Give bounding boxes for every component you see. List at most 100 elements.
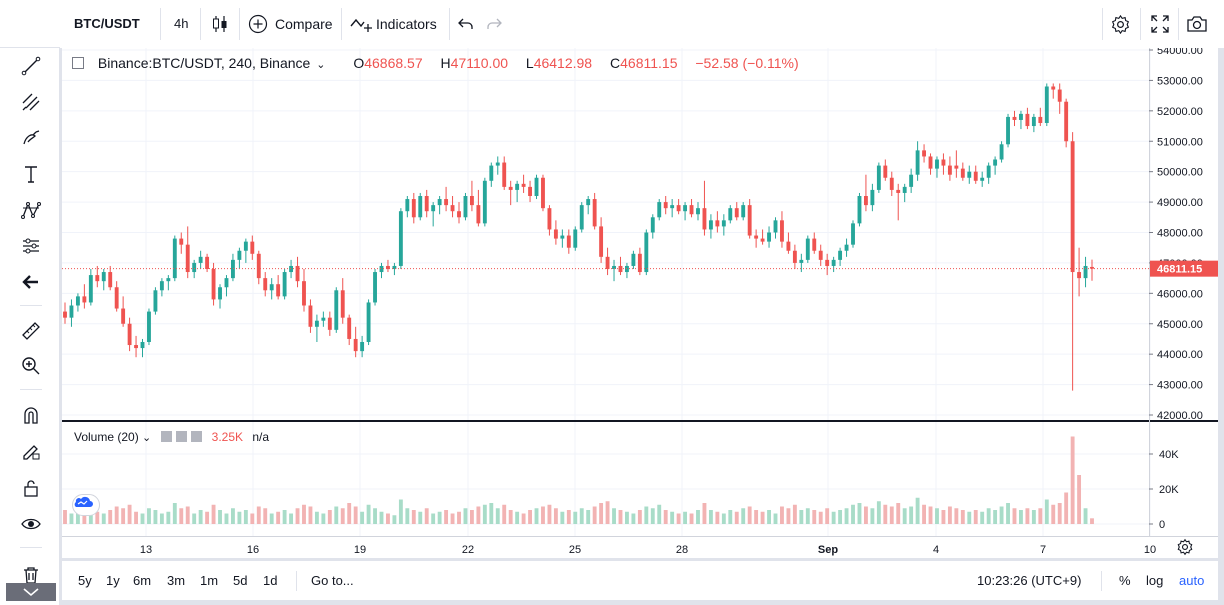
timezone-clock[interactable]: 10:23:26 (UTC+9) — [977, 573, 1082, 588]
candle-body — [902, 186, 907, 193]
candle-body — [269, 284, 274, 291]
tradingview-logo-icon[interactable] — [72, 494, 100, 516]
candle-body — [696, 208, 700, 215]
eye-icon[interactable] — [14, 509, 48, 539]
lock-icon[interactable] — [14, 473, 48, 503]
candle-body — [185, 244, 190, 273]
range-button-1m[interactable]: 1m — [200, 573, 219, 588]
volume-bar — [676, 513, 681, 524]
series-title[interactable]: Binance:BTC/USDT, 240, Binance — [97, 55, 311, 71]
volume-bar — [147, 508, 151, 524]
candle-body — [741, 205, 746, 218]
candle-body — [941, 159, 946, 166]
interval-button[interactable]: 4h — [174, 16, 189, 31]
range-button-1y[interactable]: 1y — [106, 573, 120, 588]
volume-bar — [1077, 475, 1082, 524]
ruler-icon[interactable] — [14, 316, 48, 346]
goto-date-button[interactable]: Go to... — [311, 573, 354, 588]
volume-bar — [541, 506, 545, 524]
volume-bar — [1051, 504, 1056, 524]
volume-bar — [883, 504, 888, 524]
trend-line-icon[interactable] — [14, 51, 48, 81]
candlestick-chart[interactable]: 54000.00 53000.00 52000.00 51000.00 50000.00… — [62, 48, 1218, 558]
range-button-6m[interactable]: 6m — [133, 573, 152, 588]
camera-screenshot-icon[interactable] — [1186, 14, 1208, 39]
fib-retracement-icon[interactable] — [14, 87, 48, 117]
magnet-icon[interactable] — [14, 400, 48, 430]
range-button-5y[interactable]: 5y — [78, 573, 92, 588]
volume-bar — [812, 510, 817, 524]
percent-scale-toggle[interactable]: % — [1119, 573, 1131, 588]
low-label: L — [525, 55, 534, 71]
remove-icon[interactable] — [191, 431, 203, 442]
symbol-search-button[interactable]: BTC/USDT — [74, 16, 140, 31]
pattern-icon[interactable] — [14, 195, 48, 225]
collapse-toolbar-button[interactable] — [6, 583, 56, 601]
candle-body — [418, 196, 423, 218]
candle-body — [224, 278, 229, 288]
hide-eye-icon[interactable] — [160, 431, 172, 442]
arrow-left-icon[interactable] — [14, 267, 48, 297]
collapse-legend-icon[interactable] — [72, 57, 84, 69]
volume-bar — [334, 506, 339, 524]
price-axis-label: 43000.00 — [1157, 380, 1203, 392]
candle-body — [747, 205, 752, 236]
candle-body — [140, 342, 145, 349]
chart-pane[interactable]: 54000.00 53000.00 52000.00 51000.00 50000.00… — [62, 48, 1218, 558]
settings-gear-icon[interactable] — [1110, 14, 1131, 40]
candle-body — [192, 262, 197, 273]
range-button-1d[interactable]: 1d — [263, 573, 278, 588]
compare-plus-icon[interactable] — [248, 14, 268, 39]
auto-scale-toggle[interactable]: auto — [1179, 573, 1205, 588]
settings-icon[interactable] — [175, 431, 187, 442]
text-tool-icon[interactable] — [14, 159, 48, 189]
undo-icon[interactable] — [457, 16, 475, 37]
candle-body — [147, 311, 151, 342]
volume-bar — [340, 508, 345, 524]
chart-style-candles-icon[interactable] — [209, 13, 231, 40]
time-axis-label: 7 — [1040, 544, 1046, 556]
bottom-toolbar: 5y 1y 6m 3m 1m 5d 1d Go to... 10:23:26 (UTC+9)… — [62, 560, 1218, 600]
zoom-in-icon[interactable] — [14, 351, 48, 381]
indicators-icon[interactable] — [349, 14, 373, 39]
volume-bar — [786, 508, 791, 524]
volume-bar — [1070, 436, 1075, 524]
volume-bar — [295, 508, 300, 524]
stay-in-drawing-mode-icon[interactable] — [14, 436, 48, 466]
volume-bar — [767, 510, 771, 524]
compare-button[interactable]: Compare — [275, 16, 333, 32]
volume-bar — [88, 508, 93, 524]
volume-bar — [347, 503, 352, 524]
volume-bar — [495, 508, 500, 524]
candle-body — [482, 180, 487, 224]
volume-title[interactable]: Volume (20) — [74, 430, 139, 444]
volume-bar — [967, 511, 972, 524]
indicators-button[interactable]: Indicators — [376, 16, 437, 32]
candle-body — [444, 199, 449, 206]
volume-bar — [515, 511, 520, 524]
toolbar-divider — [20, 305, 42, 306]
chevron-down-icon[interactable]: ⌄ — [142, 432, 152, 444]
candle-body — [857, 196, 862, 224]
candle-body — [502, 162, 507, 187]
log-scale-toggle[interactable]: log — [1146, 573, 1164, 588]
time-axis-label: 19 — [354, 544, 366, 556]
volume-bar — [211, 504, 216, 524]
volume-bar — [457, 511, 461, 524]
candle-body — [928, 156, 933, 169]
range-button-5d[interactable]: 5d — [233, 573, 248, 588]
pane-separator[interactable] — [62, 420, 1218, 422]
fullscreen-icon[interactable] — [1150, 14, 1170, 39]
current-price-label: 46811.15 — [1157, 264, 1202, 276]
candle-body — [935, 159, 939, 169]
candle-body — [657, 202, 662, 218]
volume-bar — [534, 508, 539, 524]
candle-body — [334, 290, 339, 330]
range-button-3m[interactable]: 3m — [167, 573, 186, 588]
chevron-down-icon[interactable]: ⌄ — [316, 59, 326, 71]
volume-bar — [276, 511, 281, 524]
brush-icon[interactable] — [14, 123, 48, 153]
volume-bar — [1044, 499, 1049, 524]
prediction-tool-icon[interactable] — [14, 231, 48, 261]
candle-body — [327, 317, 332, 330]
